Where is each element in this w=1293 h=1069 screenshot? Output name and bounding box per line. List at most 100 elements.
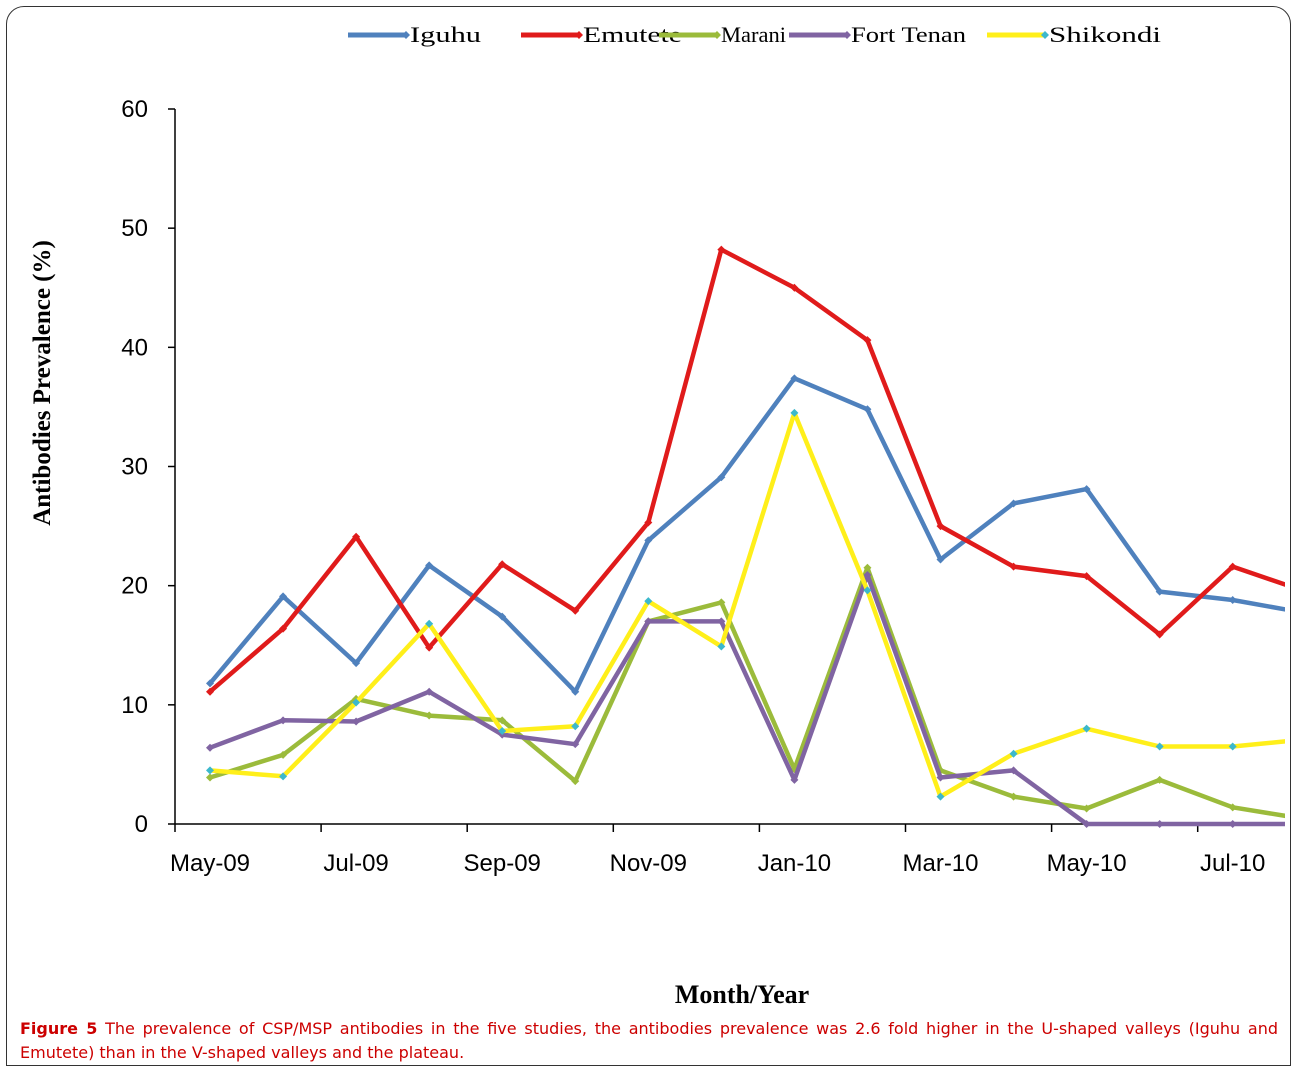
data-point-shikondi (498, 727, 507, 736)
data-point-iguhu (206, 679, 214, 688)
series-iguhu (206, 374, 1285, 696)
data-point-fort-tenan (279, 716, 288, 725)
chart-legend: Iguhu Emutete Marani Fort Tenan Shikondi (348, 22, 1161, 47)
data-point-emutete (1155, 630, 1164, 639)
data-point-iguhu (1009, 499, 1018, 508)
series-layer (206, 245, 1285, 828)
data-point-shikondi (1009, 749, 1018, 758)
data-point-shikondi (206, 766, 214, 775)
y-tick-label: 10 (121, 692, 148, 719)
y-tick-label: 40 (121, 334, 148, 361)
data-point-marani (1009, 792, 1018, 801)
data-point-emutete (717, 245, 726, 254)
data-point-iguhu (279, 592, 288, 601)
caption-text: The prevalence of CSP/MSP antibodies in … (20, 1019, 1279, 1062)
y-tick-label: 30 (121, 454, 148, 481)
data-point-marani (1155, 775, 1164, 784)
data-point-shikondi (863, 586, 872, 595)
x-tick-label: May-10 (1047, 850, 1127, 877)
data-point-fort-tenan (425, 687, 434, 696)
series-marani (206, 563, 1285, 819)
data-point-shikondi (571, 722, 580, 731)
data-point-emutete (790, 283, 799, 292)
series-shikondi (206, 408, 1285, 801)
data-point-fort-tenan (790, 775, 799, 784)
x-tick-label: Mar-10 (902, 850, 978, 877)
data-point-marani (571, 777, 580, 786)
data-point-fort-tenan (1155, 820, 1164, 828)
data-point-fort-tenan (1082, 820, 1091, 828)
legend-marker (843, 31, 851, 39)
x-tick-label: May-09 (170, 850, 250, 877)
data-point-emutete (936, 522, 945, 531)
data-point-marani (717, 598, 726, 607)
legend-marker (713, 31, 721, 39)
data-point-emutete (352, 532, 361, 541)
figure-frame (6, 6, 1291, 1066)
data-point-emutete (498, 560, 507, 569)
data-point-iguhu (790, 374, 799, 383)
legend-item-shikondi: Shikondi (987, 22, 1161, 47)
data-point-fort-tenan (206, 743, 214, 752)
data-point-shikondi (790, 408, 799, 417)
series-line-fort-tenan (209, 572, 1285, 827)
data-point-marani (425, 711, 434, 720)
data-point-marani (279, 750, 288, 759)
data-point-shikondi (352, 698, 361, 707)
data-point-fort-tenan (1228, 820, 1237, 828)
data-point-fort-tenan (863, 570, 872, 579)
data-point-emutete (1228, 562, 1237, 571)
legend-label: Fort Tenan (851, 22, 966, 47)
legend-item-marani: Marani (659, 22, 786, 47)
legend-label: Iguhu (410, 22, 481, 47)
x-tick-label: Nov-09 (610, 850, 687, 877)
legend-item-iguhu: Iguhu (348, 22, 481, 47)
data-point-shikondi (644, 597, 653, 606)
series-fort-tenan (206, 570, 1285, 828)
data-point-shikondi (1082, 724, 1091, 733)
line-chart: Iguhu Emutete Marani Fort Tenan Shikondi 0 10… (29, 22, 1285, 1009)
figure-caption: Figure 5 The prevalence of CSP/MSP antib… (20, 1017, 1278, 1065)
caption-label: Figure 5 (20, 1019, 98, 1038)
data-point-iguhu (644, 536, 653, 545)
data-point-emutete (863, 336, 872, 345)
data-point-marani (863, 563, 872, 572)
data-point-emutete (279, 624, 288, 633)
legend-item-fort-tenan: Fort Tenan (789, 22, 966, 47)
series-line-shikondi (209, 410, 1285, 799)
data-point-shikondi (936, 792, 945, 801)
data-point-fort-tenan (644, 617, 653, 626)
data-point-iguhu (352, 659, 361, 668)
legend-label: Shikondi (1049, 22, 1161, 47)
data-point-fort-tenan (936, 773, 945, 782)
series-emutete (206, 245, 1285, 696)
data-point-emutete (571, 606, 580, 615)
data-point-iguhu (425, 561, 434, 570)
data-point-fort-tenan (352, 717, 361, 726)
legend-item-emutete: Emutete (521, 22, 682, 47)
data-point-emutete (425, 643, 434, 652)
x-axis-label: Month/Year (675, 980, 809, 1009)
data-point-iguhu (936, 555, 945, 564)
data-point-fort-tenan (717, 617, 726, 626)
data-point-shikondi (717, 642, 726, 651)
series-line-marani (209, 565, 1285, 819)
data-point-shikondi (1155, 742, 1164, 751)
data-point-emutete (1082, 572, 1091, 581)
x-axis: May-09 Jul-09 Sep-09 Nov-09 Jan-10 Mar-10 May-… (170, 823, 1285, 877)
data-point-iguhu (1228, 595, 1237, 604)
data-point-fort-tenan (1009, 766, 1018, 775)
x-tick-label: Sep-09 (464, 850, 541, 877)
data-point-marani (498, 716, 507, 725)
data-point-iguhu (863, 405, 872, 414)
y-tick-label: 50 (121, 215, 148, 242)
legend-marker (402, 31, 410, 39)
x-tick-label: Jul-09 (323, 850, 388, 877)
data-point-iguhu (717, 473, 726, 482)
data-point-emutete (206, 687, 214, 696)
data-point-marani (206, 773, 214, 782)
data-point-emutete (644, 518, 653, 527)
data-point-shikondi (1228, 742, 1237, 751)
y-tick-label: 60 (121, 96, 148, 123)
data-point-iguhu (571, 687, 580, 696)
